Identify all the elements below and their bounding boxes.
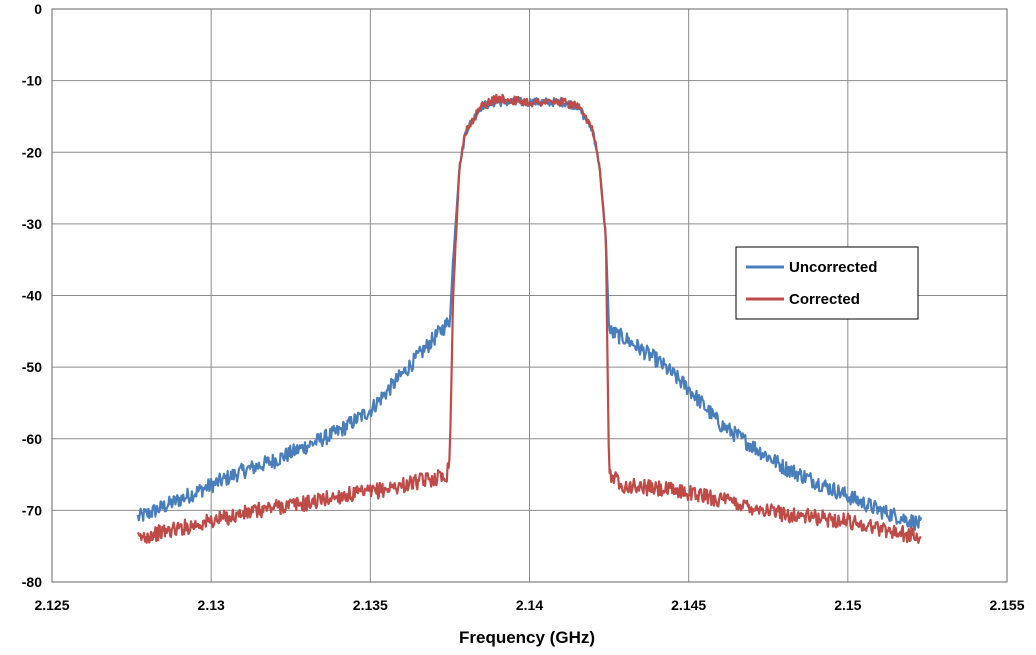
y-tick-label: 0 <box>34 1 42 17</box>
series-line-uncorrected <box>136 97 923 531</box>
x-tick-label: 2.15 <box>834 597 861 613</box>
y-tick-label: -40 <box>22 288 42 304</box>
y-tick-labels: 0 -10 -20 -30 -40 -50 -60 -70 -80 <box>22 1 42 590</box>
y-tick-label: -80 <box>22 574 42 590</box>
series-line-corrected <box>136 93 922 544</box>
series-lines <box>136 93 923 544</box>
x-tick-labels: 2.125 2.13 2.135 2.14 2.145 2.15 2.155 <box>34 597 1024 613</box>
legend-label: Corrected <box>789 291 860 308</box>
x-tick-label: 2.145 <box>671 597 706 613</box>
legend-label: Uncorrected <box>789 259 877 276</box>
y-tick-label: -20 <box>22 144 42 160</box>
x-tick-label: 2.125 <box>34 597 69 613</box>
y-tick-label: -10 <box>22 73 42 89</box>
y-tick-label: -50 <box>22 359 42 375</box>
plot-area-border <box>51 8 1008 583</box>
x-tick-label: 2.14 <box>516 597 543 613</box>
x-tick-label: 2.13 <box>198 597 225 613</box>
y-tick-label: -70 <box>22 502 42 518</box>
x-tick-label: 2.135 <box>353 597 388 613</box>
legend: Uncorrected Corrected <box>735 246 919 320</box>
x-axis-title: Frequency (GHz) <box>459 628 595 647</box>
y-tick-label: -60 <box>22 431 42 447</box>
legend-box <box>735 246 919 320</box>
grid-lines <box>51 8 1008 583</box>
x-tick-label: 2.155 <box>989 597 1024 613</box>
y-tick-label: -30 <box>22 216 42 232</box>
